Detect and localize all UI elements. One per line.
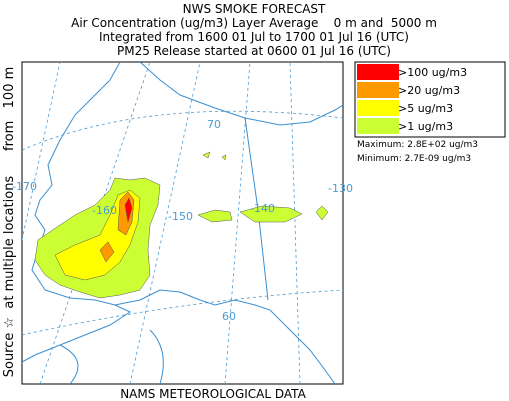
smoke-area: [54, 189, 141, 281]
graticule: [129, 62, 201, 384]
graticule: [22, 62, 61, 241]
legend-swatch: [357, 64, 399, 80]
subtitle: Integrated from 1600 01 Jul to 1700 01 J…: [99, 30, 409, 44]
legend-swatch: [357, 100, 399, 116]
side-label: Source ☆ at multiple locations from 100 …: [2, 67, 17, 378]
coastline: [114, 289, 336, 384]
map-label: -170: [12, 180, 37, 193]
map-label: 70: [207, 118, 221, 131]
legend-label: >5 ug/m3: [398, 102, 453, 115]
smoke-area: [99, 241, 115, 263]
smoke: [34, 151, 329, 299]
maximum: Maximum: 2.8E+02 ug/m3: [357, 140, 478, 150]
subtitle: PM25 Release started at 0600 01 Jul 16 (…: [117, 44, 391, 58]
smoke-area: [197, 209, 233, 223]
map-label: 60: [222, 310, 236, 323]
coastline: [59, 329, 164, 384]
smoke-area: [239, 205, 303, 223]
map: -170 -160 -150 -140 -130 70 60: [12, 61, 353, 385]
legend-label: >20 ug/m3: [398, 84, 460, 97]
smoke-area: [124, 197, 133, 223]
smoke-area: [315, 205, 329, 221]
minimum: Minimum: 2.7E-09 ug/m3: [357, 154, 471, 164]
subtitle: Air Concentration (ug/m3) Layer Average …: [71, 16, 437, 30]
map-label: -140: [250, 202, 275, 215]
map-label: -160: [92, 204, 117, 217]
title: NWS SMOKE FORECAST: [183, 2, 326, 16]
map-label: -130: [328, 182, 353, 195]
graticule: [22, 110, 343, 151]
legend-label: >100 ug/m3: [398, 66, 467, 79]
legend-label: >1 ug/m3: [398, 120, 453, 133]
legend: >100 ug/m3 >20 ug/m3 >5 ug/m3 >1 ug/m3: [354, 61, 506, 138]
map-label: -150: [168, 210, 193, 223]
footer: NAMS METEOROLOGICAL DATA: [120, 387, 306, 401]
graticule: [22, 289, 343, 336]
smoke-area: [202, 151, 227, 161]
legend-swatch: [357, 118, 399, 134]
legend-swatch: [357, 82, 399, 98]
